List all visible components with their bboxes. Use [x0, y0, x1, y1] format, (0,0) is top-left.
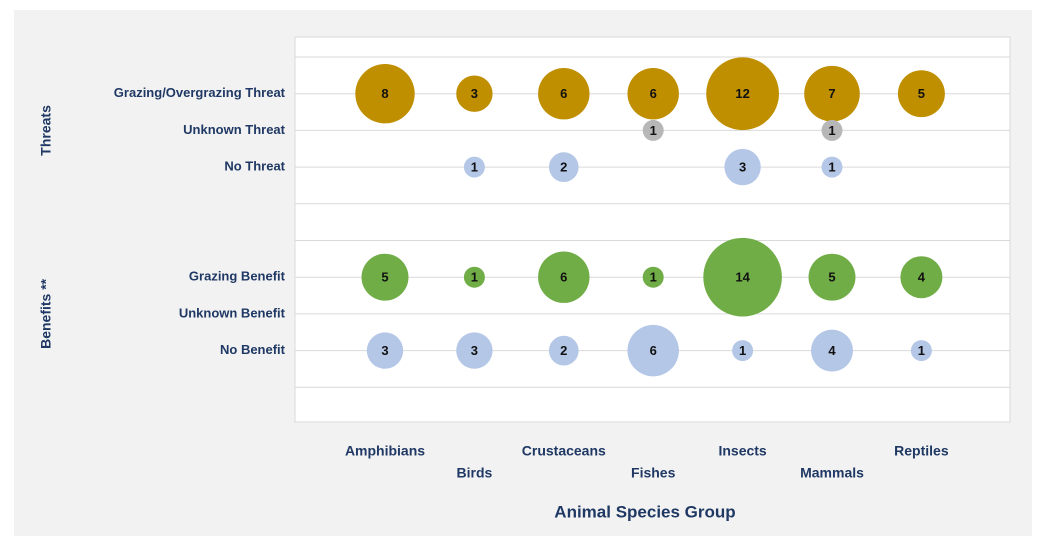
bubble-label: 1: [471, 270, 478, 285]
bubble: [821, 156, 843, 178]
bubble: [642, 266, 664, 288]
bubble: [811, 329, 853, 372]
bubble: [538, 251, 590, 303]
bubble: [456, 332, 493, 369]
bubble-label: 6: [560, 86, 567, 101]
bubble-label: 4: [828, 343, 836, 358]
bubble: [897, 70, 945, 118]
bubble-label: 6: [560, 270, 567, 285]
bubble-label: 4: [918, 270, 926, 285]
bubble-label: 1: [471, 160, 478, 175]
bubble: [366, 332, 404, 369]
bubble: [361, 253, 409, 301]
bubble-label: 3: [471, 343, 478, 358]
bubble: [548, 335, 579, 366]
bubble-label: 5: [381, 270, 388, 285]
bubble: [538, 67, 590, 120]
bubble-label: 1: [739, 343, 746, 358]
x-tick-label: Insects: [718, 443, 766, 459]
bubble: [355, 64, 415, 124]
bubble: [463, 156, 485, 178]
x-tick-label: Crustaceans: [522, 443, 606, 459]
bubble-label: 2: [560, 160, 567, 175]
x-tick-label: Reptiles: [894, 443, 949, 459]
y-tick-label: No Threat: [224, 159, 285, 174]
y-tick-label: Unknown Threat: [183, 122, 286, 137]
bubble: [732, 340, 754, 362]
x-tick-label: Mammals: [800, 465, 864, 481]
bubble-label: 3: [471, 86, 478, 101]
x-axis-title: Animal Species Group: [554, 502, 735, 521]
group-label: Threats: [38, 105, 54, 156]
bubble-label: 6: [650, 343, 657, 358]
bubble-label: 7: [828, 86, 835, 101]
bubble: [804, 65, 860, 122]
bubble-label: 1: [650, 123, 657, 138]
x-tick-label: Birds: [457, 465, 493, 481]
bubble: [900, 256, 943, 299]
bubble-label: 5: [828, 270, 835, 285]
x-tick-label: Amphibians: [345, 443, 425, 459]
group-label: Benefits **: [38, 278, 54, 349]
bubble: [548, 152, 579, 182]
bubble-label: 1: [828, 160, 835, 175]
bubble-label: 3: [739, 160, 746, 175]
bubble: [703, 237, 782, 317]
bubble-label: 3: [381, 343, 388, 358]
bubble-label: 1: [650, 270, 657, 285]
bubble-label: 8: [381, 86, 388, 101]
bubble-label: 5: [918, 86, 925, 101]
bubble: [463, 266, 485, 288]
bubble-label: 6: [650, 86, 657, 101]
y-tick-label: Grazing/Overgrazing Threat: [114, 85, 286, 100]
y-tick-label: Unknown Benefit: [179, 305, 286, 320]
bubble-label: 1: [828, 123, 835, 138]
bubble: [821, 119, 843, 141]
bubble: [706, 57, 779, 131]
bubble: [724, 148, 761, 186]
bubble: [627, 324, 679, 377]
x-tick-label: Fishes: [631, 465, 676, 481]
bubble: [910, 340, 932, 362]
bubble: [808, 253, 856, 301]
bubble-label: 1: [918, 343, 925, 358]
bubble: [642, 119, 664, 141]
bubble-label: 12: [735, 86, 749, 101]
y-tick-label: No Benefit: [220, 342, 286, 357]
bubble: [627, 67, 679, 120]
bubble-label: 14: [735, 270, 750, 285]
bubble-label: 2: [560, 343, 567, 358]
y-tick-label: Grazing Benefit: [189, 269, 286, 284]
bubble: [456, 75, 493, 112]
